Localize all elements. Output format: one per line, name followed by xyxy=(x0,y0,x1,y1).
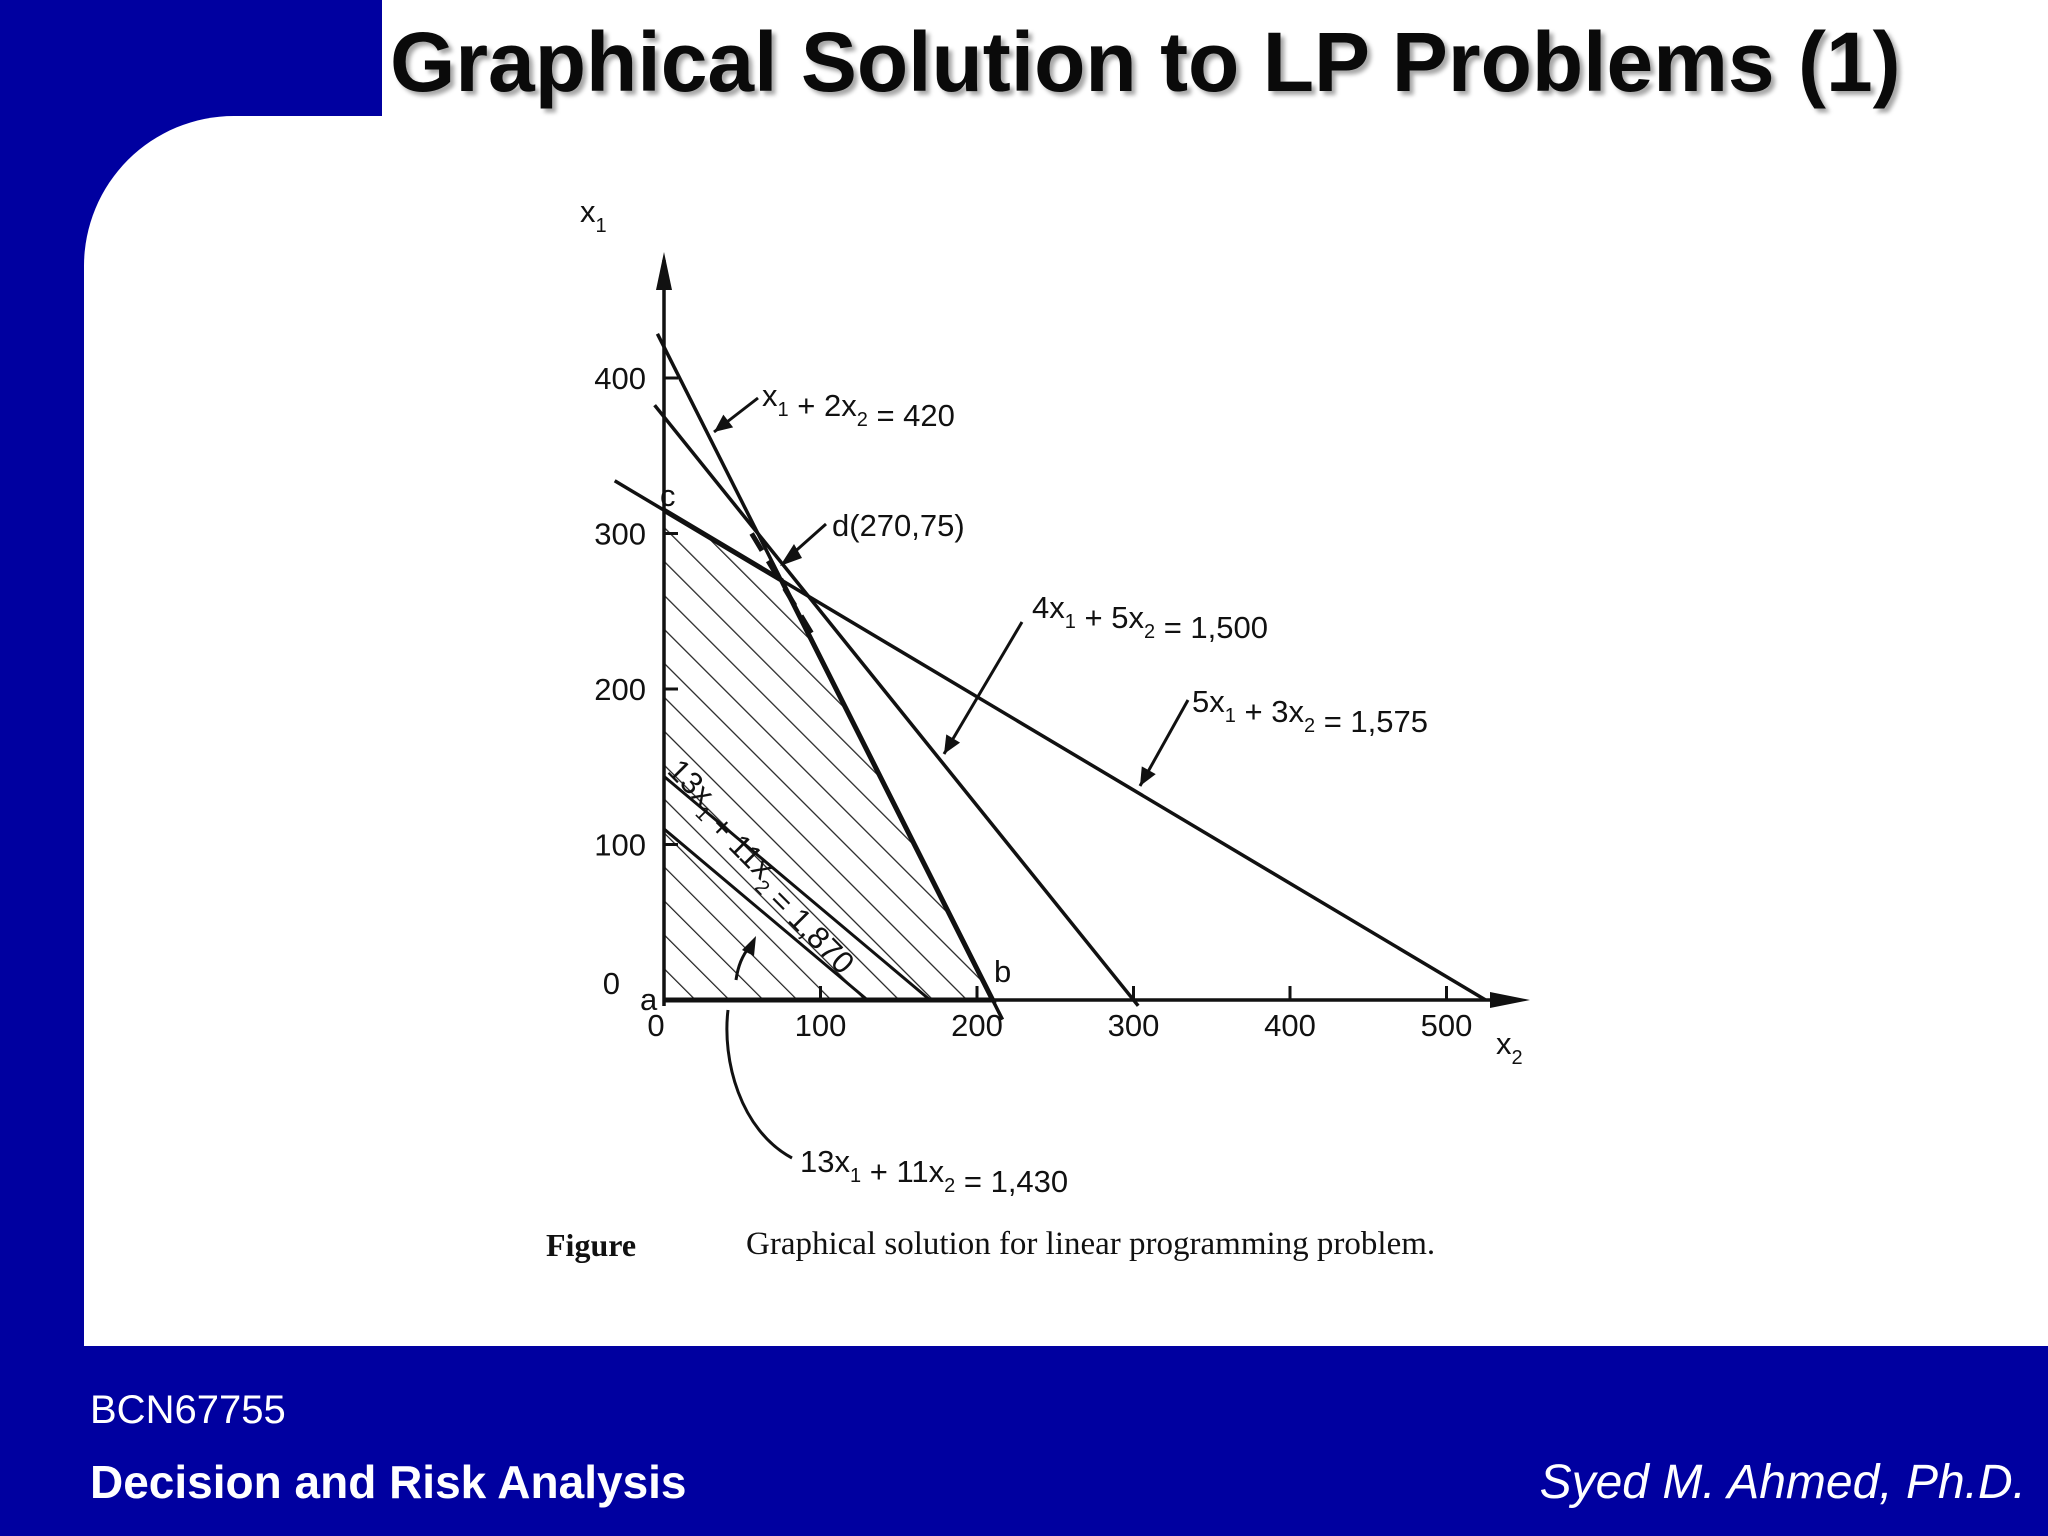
optimal-objective-line xyxy=(749,532,817,639)
content-panel xyxy=(84,116,2048,1346)
point-label-d: d(270,75) xyxy=(832,508,965,543)
y-tick-label: 400 xyxy=(594,361,646,396)
constraint-label-3: 5x1 + 3x2 = 1,575 xyxy=(1192,684,1428,739)
constraint-arrowhead-1 xyxy=(714,414,734,432)
point-label-b: b xyxy=(994,954,1011,989)
y-tick-label: 0 xyxy=(603,966,620,1001)
constraint-arrowhead-2 xyxy=(944,734,961,754)
objective-line-2 xyxy=(663,827,869,1002)
footer-course-name: Decision and Risk Analysis xyxy=(90,1456,687,1508)
figure-caption-prefix: Figure xyxy=(546,1227,636,1263)
constraint-label-2: 4x1 + 5x2 = 1,500 xyxy=(1032,590,1268,645)
title-corner-block xyxy=(0,0,382,118)
x-tick-label: 200 xyxy=(951,1008,1003,1043)
x-axis-label: x2 xyxy=(1496,1026,1523,1069)
constraint-line-1 xyxy=(655,333,1005,1021)
point-label-a: a xyxy=(640,982,658,1017)
slide-title: Graphical Solution to LP Problems (1) xyxy=(390,15,1901,109)
x-axis-arrow xyxy=(1490,992,1530,1008)
objective-leader-2 xyxy=(725,1009,793,1160)
y-tick-label: 300 xyxy=(594,517,646,552)
y-axis-arrow xyxy=(656,252,672,290)
objective-line-1 xyxy=(663,775,932,1002)
y-tick-label: 100 xyxy=(594,828,646,863)
footer-author: Syed M. Ahmed, Ph.D. xyxy=(1539,1456,2026,1509)
point-label-c: c xyxy=(660,478,676,513)
figure-caption-text: Graphical solution for linear programmin… xyxy=(746,1226,1435,1262)
footer-course-code: BCN67755 xyxy=(90,1388,286,1432)
y-axis-label: x1 xyxy=(580,194,607,237)
feasible-region xyxy=(664,510,993,1000)
constraint-arrowhead-3 xyxy=(1140,766,1156,786)
constraint-line-3 xyxy=(613,479,1487,1002)
constraint-line-2 xyxy=(653,404,1140,1007)
title-bar xyxy=(382,0,2048,118)
objective-arrowhead-2 xyxy=(742,936,756,956)
x-tick-label: 500 xyxy=(1421,1008,1473,1043)
x-tick-label: 400 xyxy=(1264,1008,1316,1043)
constraint-label-1: x1 + 2x2 = 420 xyxy=(762,378,955,433)
x-tick-label: 300 xyxy=(1108,1008,1160,1043)
y-tick-label: 200 xyxy=(594,672,646,707)
x-tick-label: 100 xyxy=(795,1008,847,1043)
constraint-leader-2 xyxy=(942,621,1024,755)
objective-label-2: 13x1 + 11x2 = 1,430 xyxy=(800,1144,1068,1199)
point-d-arrowhead xyxy=(780,544,802,566)
x-tick-label: 0 xyxy=(647,1008,664,1043)
